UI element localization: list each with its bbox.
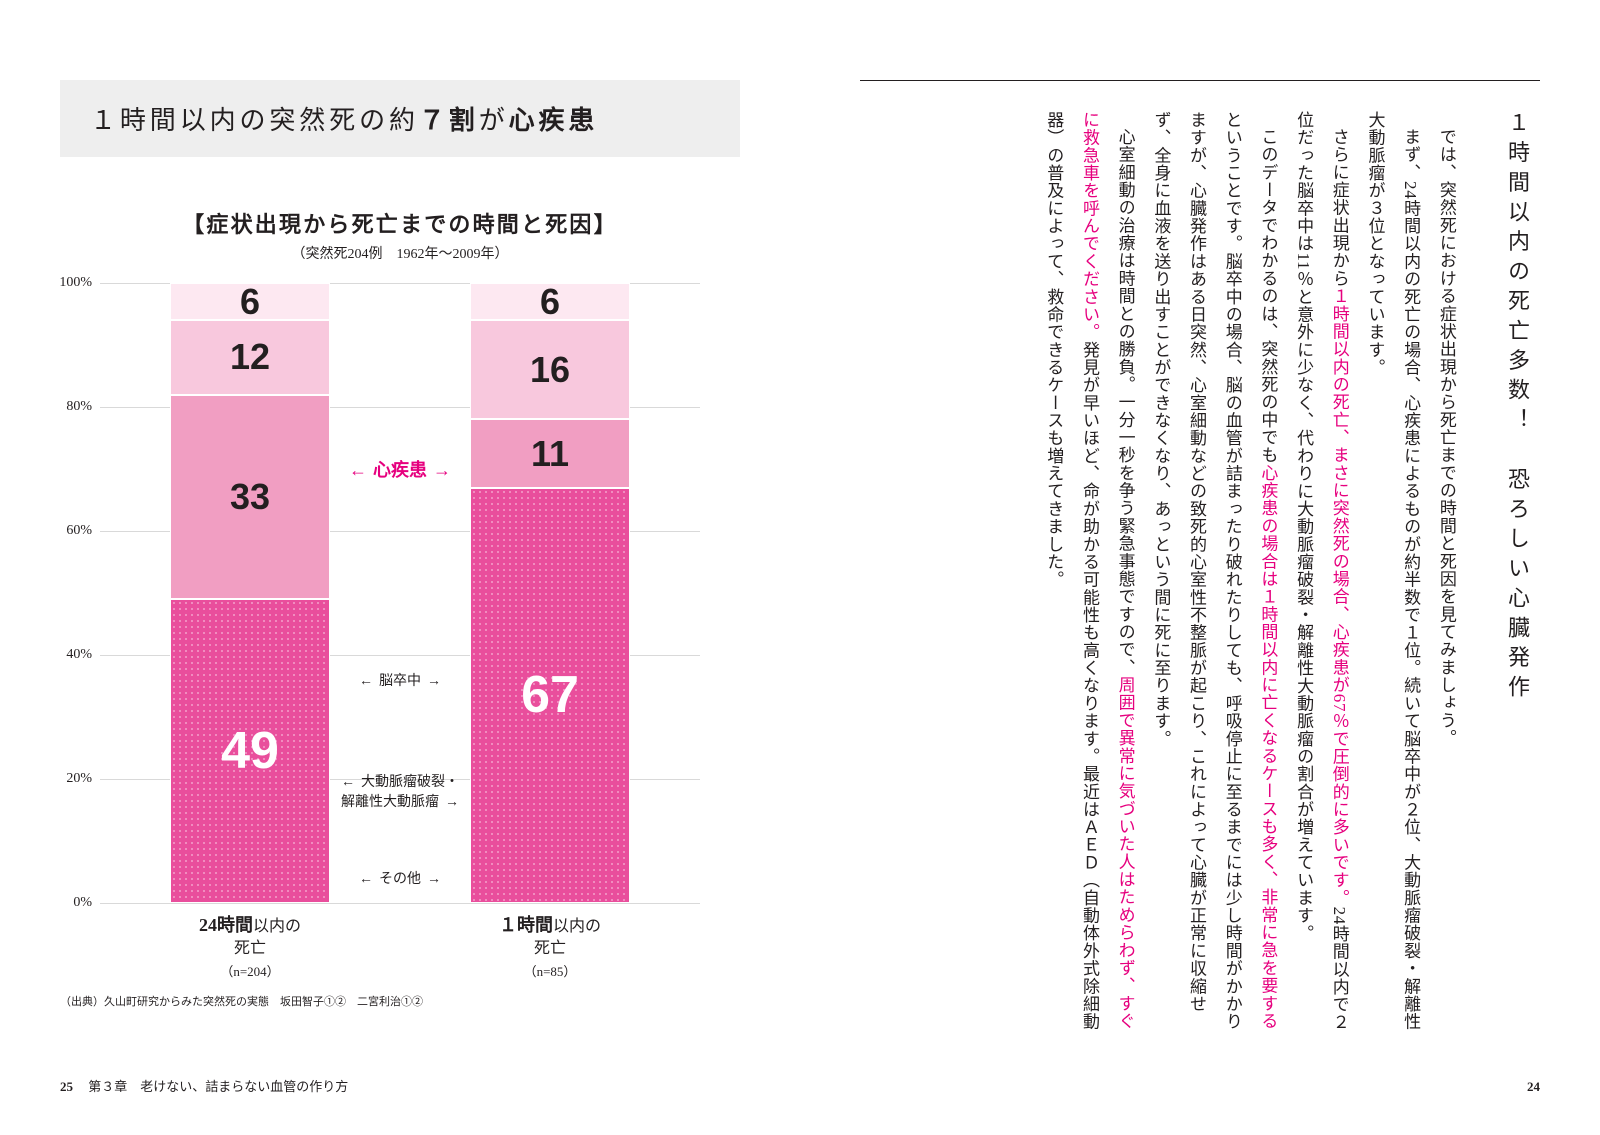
paragraph: このデータでわかるのは、突然死の中でも心疾患の場合は１時間以内に亡くなるケースも… — [1143, 111, 1286, 1040]
emphasis-text: 心疾患の場合は１時間以内に亡くなるケースも多く、非常に急を要する — [1258, 464, 1277, 1030]
body-text: では、突然死における症状出現から死亡までの時間と死因を見てみましょう。まず、24… — [1036, 111, 1464, 1040]
title-pre: １時間以内の突然死の約 — [90, 106, 419, 135]
paragraph: まず、24時間以内の死亡の場合、心疾患によるものが約半数で１位。続いて脳卒中が２… — [1357, 111, 1428, 1040]
paragraph: さらに症状出現から１時間以内の死亡、まさに突然死の場合、心疾患が67％で圧倒的に… — [1285, 111, 1356, 1040]
text-run: ということです。脳卒中の場合、脳の血管が詰まったり破れたりしても、呼吸停止に至る… — [1151, 111, 1241, 1030]
title-big1: ７割 — [419, 106, 479, 135]
bar-segment-heart: 67 — [470, 488, 630, 903]
bar-segment-stroke: 33 — [170, 395, 330, 600]
footer-left: 25 第３章 老けない、詰まらない血管の作り方 — [60, 1076, 348, 1095]
vertical-text: １時間以内の死亡多数！ 恐ろしい心臓発作 では、突然死における症状出現から死亡ま… — [860, 111, 1540, 1040]
mid-labels: ←心疾患→ ←脳卒中→ ←大動脈瘤破裂・解離性大動脈瘤→ ←その他→ — [310, 283, 490, 903]
title-box: １時間以内の突然死の約７割が心疾患 — [60, 80, 740, 157]
bar: 6161167１時間以内の死亡（n=85） — [470, 283, 630, 903]
text-run: このデータでわかるのは、突然死の中でも — [1258, 128, 1277, 464]
source-note: （出典）久山町研究からみた突然死の実態 坂田智子①② 二宮利治①② — [60, 993, 740, 1009]
chart-subtitle: （突然死204例 1962年〜2009年） — [60, 243, 740, 263]
bar-segment-other: 6 — [470, 283, 630, 320]
segment-label: ←大動脈瘤破裂・解離性大動脈瘤→ — [310, 771, 490, 811]
right-page: １時間以内の死亡多数！ 恐ろしい心臓発作 では、突然死における症状出現から死亡ま… — [800, 0, 1600, 1135]
chart-area: 0%20%40%60%80%100%612334924時間以内の死亡（n=204… — [100, 283, 700, 903]
paragraph: 心室細動の治療は時間との勝負。一分一秒を争う緊急事態ですので、周囲で異常に気づい… — [1036, 111, 1143, 1040]
page-number-left: 25 — [60, 1079, 73, 1094]
y-tick-label: 40% — [66, 647, 100, 663]
text-run: さらに症状出現から — [1330, 128, 1349, 287]
bar-segment-other: 6 — [170, 283, 330, 320]
title-big2: 心疾患 — [509, 106, 599, 135]
bar-segment-aorta: 16 — [470, 320, 630, 419]
bar-label: １時間以内の死亡（n=85） — [460, 913, 640, 983]
emphasis-text: １時間以内の死亡、まさに突然死の場合、心疾患が67％で圧倒的に多いです。 — [1330, 287, 1349, 906]
text-run: では、突然死における症状出現から死亡までの時間と死因を見てみましょう。 — [1437, 128, 1456, 747]
bar: 612334924時間以内の死亡（n=204） — [170, 283, 330, 903]
segment-label: ←その他→ — [310, 868, 490, 888]
paragraph: では、突然死における症状出現から死亡までの時間と死因を見てみましょう。 — [1428, 111, 1464, 1040]
bar-segment-heart: 49 — [170, 599, 330, 903]
title-mid: が — [479, 106, 509, 135]
bar-label: 24時間以内の死亡（n=204） — [160, 913, 340, 983]
segment-label: ←脳卒中→ — [310, 670, 490, 690]
chapter-label: 第３章 老けない、詰まらない血管の作り方 — [88, 1079, 348, 1094]
bar-segment-aorta: 12 — [170, 320, 330, 394]
left-page: １時間以内の突然死の約７割が心疾患 【症状出現から死亡までの時間と死因】 （突然… — [0, 0, 800, 1135]
y-tick-label: 20% — [66, 771, 100, 787]
right-inner: １時間以内の死亡多数！ 恐ろしい心臓発作 では、突然死における症状出現から死亡ま… — [860, 80, 1540, 1040]
text-run: まず、24時間以内の死亡の場合、心疾患によるものが約半数で１位。続いて脳卒中が２… — [1365, 111, 1420, 1030]
y-tick-label: 80% — [66, 399, 100, 415]
chart-title: 【症状出現から死亡までの時間と死因】 — [60, 207, 740, 239]
grid-line — [100, 903, 700, 904]
segment-label: ←心疾患→ — [310, 456, 490, 482]
y-tick-label: 100% — [59, 275, 100, 291]
y-tick-label: 0% — [73, 895, 100, 911]
section-heading: １時間以内の死亡多数！ 恐ろしい心臓発作 — [1494, 111, 1540, 1040]
page-number-right: 24 — [1527, 1079, 1540, 1095]
text-run: 心室細動の治療は時間との勝負。一分一秒を争う緊急事態ですので、 — [1116, 128, 1135, 676]
bar-segment-stroke: 11 — [470, 419, 630, 487]
y-tick-label: 60% — [66, 523, 100, 539]
